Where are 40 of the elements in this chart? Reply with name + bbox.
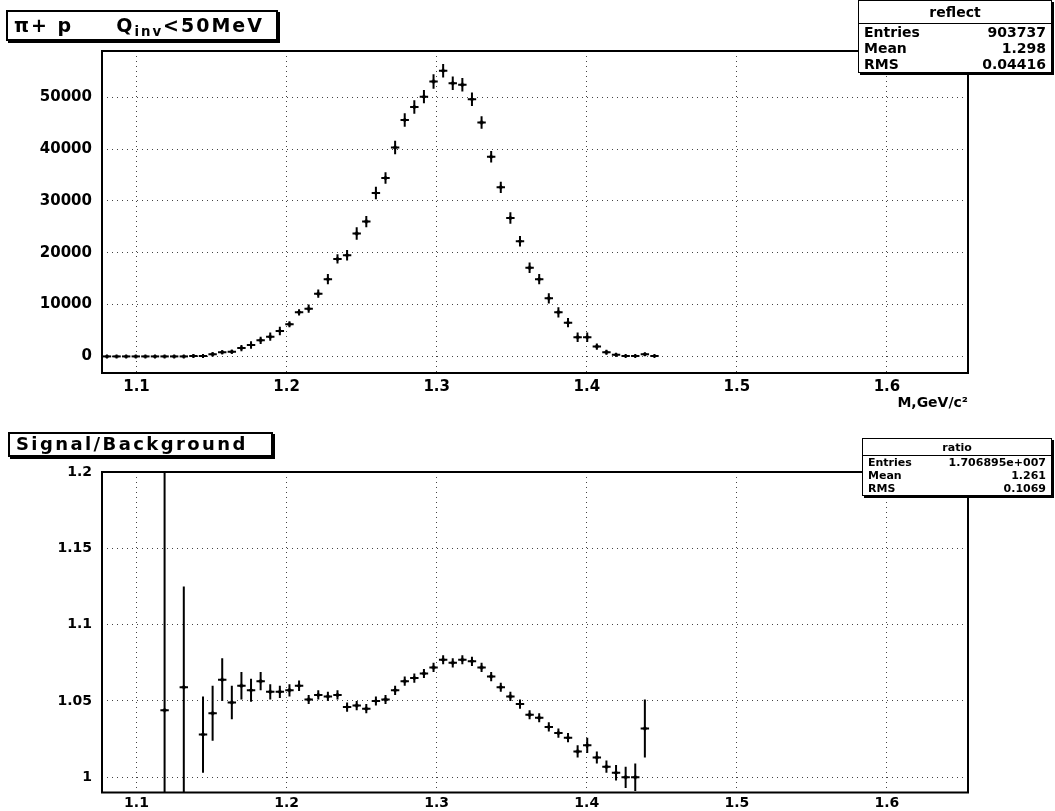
annotation: Mean <box>864 40 907 56</box>
y-tick-label: 1.1 <box>67 615 92 632</box>
text: ratio <box>863 439 1051 456</box>
x-tick-label: 1.6 <box>873 376 901 395</box>
x-tick-label: 1.5 <box>723 376 751 395</box>
annotation: RMS <box>864 56 899 72</box>
x-tick-label: 1.3 <box>424 793 450 810</box>
y-tick-label: 20000 <box>39 242 92 261</box>
y-tick-label: 10000 <box>39 294 92 313</box>
y-tick-label: 1.2 <box>67 462 92 479</box>
x-tick-label: 1.4 <box>573 376 601 395</box>
text: Entries <box>868 456 912 469</box>
x-tick-label: 1.1 <box>124 793 149 810</box>
chart-title: π+ p Q$_{inv}$<50MeV <box>14 14 264 39</box>
text: 1.298 <box>1001 40 1046 56</box>
text: 0.1069 <box>1003 482 1046 495</box>
annotation: Mean <box>868 469 902 482</box>
text: 1.261 <box>1011 469 1046 482</box>
y-tick-label: 40000 <box>39 138 92 157</box>
text: 903737 <box>987 24 1046 40</box>
y-tick-label: 0 <box>81 346 92 365</box>
x-tick-label: 1.2 <box>273 376 300 395</box>
y-tick-label: 1.05 <box>57 691 92 708</box>
x-axis-title: M,GeV/c² <box>897 394 968 411</box>
y-tick-label: 1.15 <box>57 538 92 555</box>
y-tick-label: 50000 <box>39 87 92 106</box>
text: reflect <box>859 1 1051 24</box>
x-tick-label: 1.3 <box>423 376 450 395</box>
y-tick-label: 1 <box>82 767 92 784</box>
text: 0.04416 <box>982 56 1046 72</box>
y-tick-label: 30000 <box>39 190 92 209</box>
x-tick-label: 1.2 <box>274 793 300 810</box>
x-tick-label: 1.6 <box>874 793 900 810</box>
chart-title: Signal/Background <box>16 433 248 454</box>
text: 1.706895e+007 <box>948 456 1046 469</box>
text: Entries <box>864 24 920 40</box>
x-tick-label: 1.5 <box>724 793 750 810</box>
x-tick-label: 1.1 <box>123 376 150 395</box>
x-tick-label: 1.4 <box>574 793 600 810</box>
annotation: RMS <box>868 482 896 495</box>
